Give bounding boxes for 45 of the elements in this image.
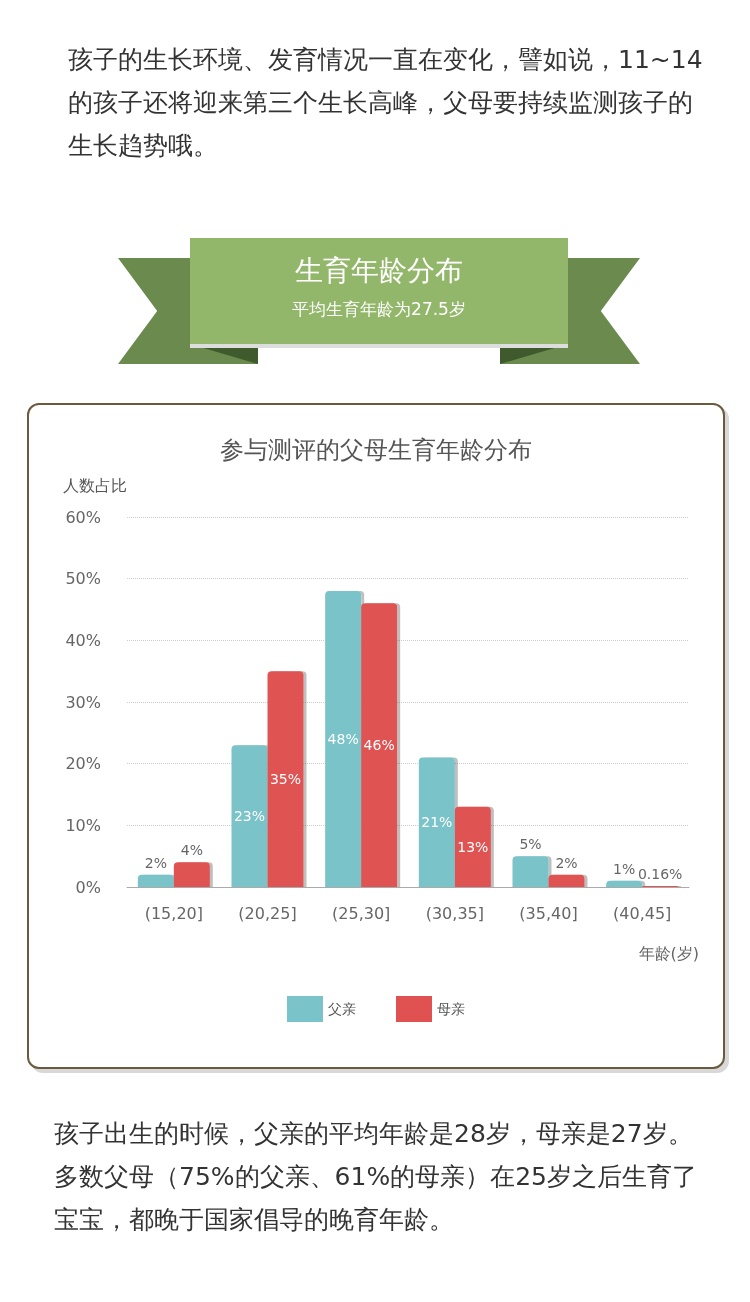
bar xyxy=(418,757,455,887)
text: 生育年龄分布 xyxy=(294,253,464,289)
legend-label: 父亲 xyxy=(328,1001,356,1017)
chart-title: 参与测评的父母生育年龄分布 xyxy=(220,436,532,464)
data-label: 13% xyxy=(457,838,489,855)
x-tick-label: (35,40] xyxy=(519,903,578,923)
text: 孩子出生的时候，父亲的平均年龄是28岁，母亲是27岁。多数父母（75%的父亲、61%的母亲）在25岁之后生育了宝宝，都晚于国家倡导的晚育年龄。 xyxy=(54,1118,698,1236)
x-tick-label: (25,30] xyxy=(332,903,391,923)
data-label: 23% xyxy=(233,808,266,825)
x-axis-title: 年龄(岁) xyxy=(638,943,699,963)
data-label: 2% xyxy=(555,854,578,871)
data-label: 1% xyxy=(613,860,636,877)
legend-label: 母亲 xyxy=(437,1001,465,1017)
bar xyxy=(361,603,398,887)
data-label: 21% xyxy=(421,814,453,831)
x-tick-label: (15,20] xyxy=(144,903,203,923)
bar xyxy=(512,856,549,887)
data-label: 35% xyxy=(269,771,302,788)
y-tick-label: 40% xyxy=(65,630,101,650)
data-label: 46% xyxy=(363,737,395,754)
data-label: 5% xyxy=(519,836,542,853)
bar xyxy=(606,880,643,887)
data-label: 2% xyxy=(144,854,167,871)
data-label: 4% xyxy=(180,842,203,859)
y-tick-label: 60% xyxy=(65,507,101,527)
bar xyxy=(548,874,585,887)
bar xyxy=(173,862,210,887)
x-tick-label: (20,25] xyxy=(238,903,297,923)
bar xyxy=(267,671,304,887)
y-axis-title: 人数占比 xyxy=(63,475,127,495)
text: 孩子的生长环境、发育情况一直在变化，譬如说，11~14的孩子还将迎来第三个生长高峰，父母要持续监测孩子的生长趋势哦。 xyxy=(68,44,704,162)
x-tick-label: (40,45] xyxy=(613,903,672,923)
bar xyxy=(137,874,174,887)
data-label: 0.16% xyxy=(637,866,683,883)
y-tick-label: 20% xyxy=(65,754,101,774)
y-tick-label: 10% xyxy=(65,815,101,835)
x-tick-label: (30,35] xyxy=(425,903,484,923)
text: 平均生育年龄为27.5岁 xyxy=(291,298,467,321)
y-tick-label: 50% xyxy=(65,569,101,589)
data-label: 48% xyxy=(327,731,359,747)
bar xyxy=(325,591,362,887)
bar xyxy=(454,806,491,887)
y-tick-label: 0% xyxy=(75,877,101,897)
y-tick-label: 30% xyxy=(65,692,101,712)
bar xyxy=(231,745,268,887)
